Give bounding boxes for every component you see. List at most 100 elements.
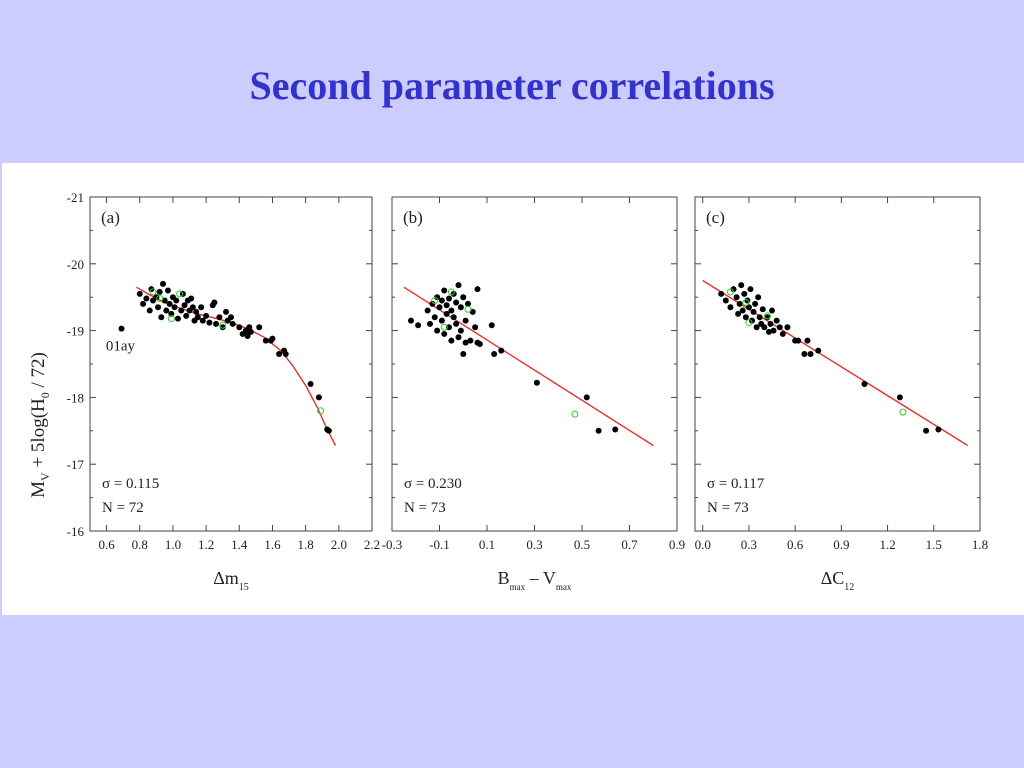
data-point-filled: [164, 287, 171, 294]
data-point-filled: [460, 350, 467, 357]
data-point-filled: [244, 332, 251, 339]
data-point-filled: [247, 328, 254, 335]
panel-a: -21 -20 -19 -18 -17 -16 0.6 0.8 1.0 1.2 1.4 1.6 1.8 2…: [67, 190, 380, 593]
x-tick-label: 1.8: [972, 537, 988, 552]
data-point-filled: [198, 304, 205, 311]
data-point-open: [440, 323, 448, 331]
data-point-filled: [434, 327, 441, 334]
data-point-filled: [163, 307, 170, 314]
data-point-filled: [735, 310, 742, 317]
data-point-filled: [448, 307, 455, 314]
x-axis-title-b: Bmax – Vmax: [498, 568, 572, 592]
data-point-filled: [194, 314, 201, 321]
data-point-filled: [795, 337, 802, 344]
data-point-filled: [750, 308, 757, 315]
n-text-b: N = 73: [404, 500, 446, 516]
data-point-filled: [189, 304, 196, 311]
data-point-filled: [935, 426, 942, 433]
data-point-filled: [438, 297, 445, 304]
y-axis-title: MV + 5log(H0 / 72): [28, 352, 52, 498]
data-point-filled: [815, 347, 822, 354]
data-point-filled: [158, 314, 165, 321]
data-point-filled: [262, 337, 269, 344]
y-axis-label-end: / 72): [28, 352, 49, 392]
data-point-open: [763, 312, 771, 320]
y-axis-label-mid: + 5log(H: [28, 398, 49, 472]
data-point-filled: [453, 299, 460, 306]
data-point-filled: [315, 394, 322, 401]
data-point-filled: [424, 307, 431, 314]
x-tick-label: 1.8: [298, 537, 314, 552]
data-point-filled: [146, 307, 153, 314]
data-point-filled: [465, 300, 471, 307]
data-point-open: [149, 288, 157, 296]
data-point-filled: [188, 295, 195, 302]
data-point-filled: [533, 379, 540, 386]
data-point-filled: [174, 315, 181, 322]
data-point-filled: [718, 290, 725, 297]
data-point-filled: [773, 317, 780, 324]
data-point-open: [431, 297, 439, 305]
data-point-filled: [769, 307, 776, 314]
data-point-filled: [276, 350, 283, 357]
data-point-open: [447, 288, 455, 296]
panel-label-c: (c): [706, 208, 725, 227]
data-point-filled: [203, 312, 210, 319]
data-point-filled: [462, 339, 469, 346]
x-tick-label: -0.3: [382, 537, 403, 552]
data-point-filled: [467, 337, 474, 344]
n-text-a: N = 72: [102, 500, 144, 516]
x-tick-label: 2.2: [364, 537, 380, 552]
x-tick-label: 1.4: [231, 537, 248, 552]
data-point-filled: [206, 319, 213, 326]
data-point-filled: [739, 307, 746, 314]
x-tick-label: 0.0: [695, 537, 711, 552]
data-point-filled: [443, 302, 450, 309]
y-tick-label: -20: [67, 257, 84, 272]
data-point-open: [899, 408, 907, 416]
x-tick-label: 0.9: [833, 537, 849, 552]
data-point-filled: [183, 312, 190, 319]
point-annotation-a: 01ay: [106, 338, 136, 354]
data-point-filled: [168, 310, 175, 317]
data-point-filled: [213, 320, 220, 327]
data-point-filled: [446, 295, 452, 302]
figure-panel: MV + 5log(H0 / 72) -21 -20 -19 -18 -17 -16 0.6…: [2, 163, 1024, 615]
data-point-filled: [770, 327, 777, 334]
panel-c: 0.0 0.3 0.6 0.9 1.2 1.5 1.8 ΔC12 (c) σ = 0.117 N =…: [694, 196, 988, 593]
data-point-filled: [173, 297, 180, 304]
x-tick-label: 1.6: [264, 537, 281, 552]
panel-label-a: (a): [101, 208, 120, 227]
data-point-filled: [741, 290, 748, 297]
x-tick-label: 1.2: [879, 537, 895, 552]
data-point-filled: [749, 317, 755, 324]
data-point-filled: [462, 317, 469, 324]
data-point-open: [219, 321, 227, 329]
data-point-filled: [767, 320, 774, 327]
figure-svg: MV + 5log(H0 / 72) -21 -20 -19 -18 -17 -16 0.6…: [28, 190, 988, 593]
data-point-filled: [779, 330, 786, 337]
data-point-filled: [228, 314, 234, 321]
data-point-filled: [246, 324, 253, 331]
x-tick-label: 0.7: [621, 537, 638, 552]
data-point-filled: [427, 320, 433, 327]
data-point-open: [317, 407, 325, 415]
data-point-filled: [307, 381, 314, 388]
x-tick-label: 0.9: [669, 537, 685, 552]
y-axis-label-sub1: V: [38, 472, 52, 481]
data-point-filled: [269, 335, 276, 342]
data-point-filled: [282, 350, 289, 357]
data-point-filled: [457, 304, 464, 311]
data-point-filled: [765, 328, 772, 335]
data-point-filled: [476, 340, 483, 347]
data-point-filled: [755, 294, 762, 301]
data-point-open: [571, 410, 579, 418]
data-point-filled: [171, 304, 178, 311]
data-point-filled: [448, 337, 455, 344]
data-point-filled: [236, 324, 243, 331]
data-point-filled: [229, 320, 236, 327]
data-point-filled: [161, 297, 168, 304]
data-point-filled: [460, 294, 467, 301]
y-tick-label: -16: [67, 524, 85, 539]
x-tick-label: 0.3: [526, 537, 542, 552]
